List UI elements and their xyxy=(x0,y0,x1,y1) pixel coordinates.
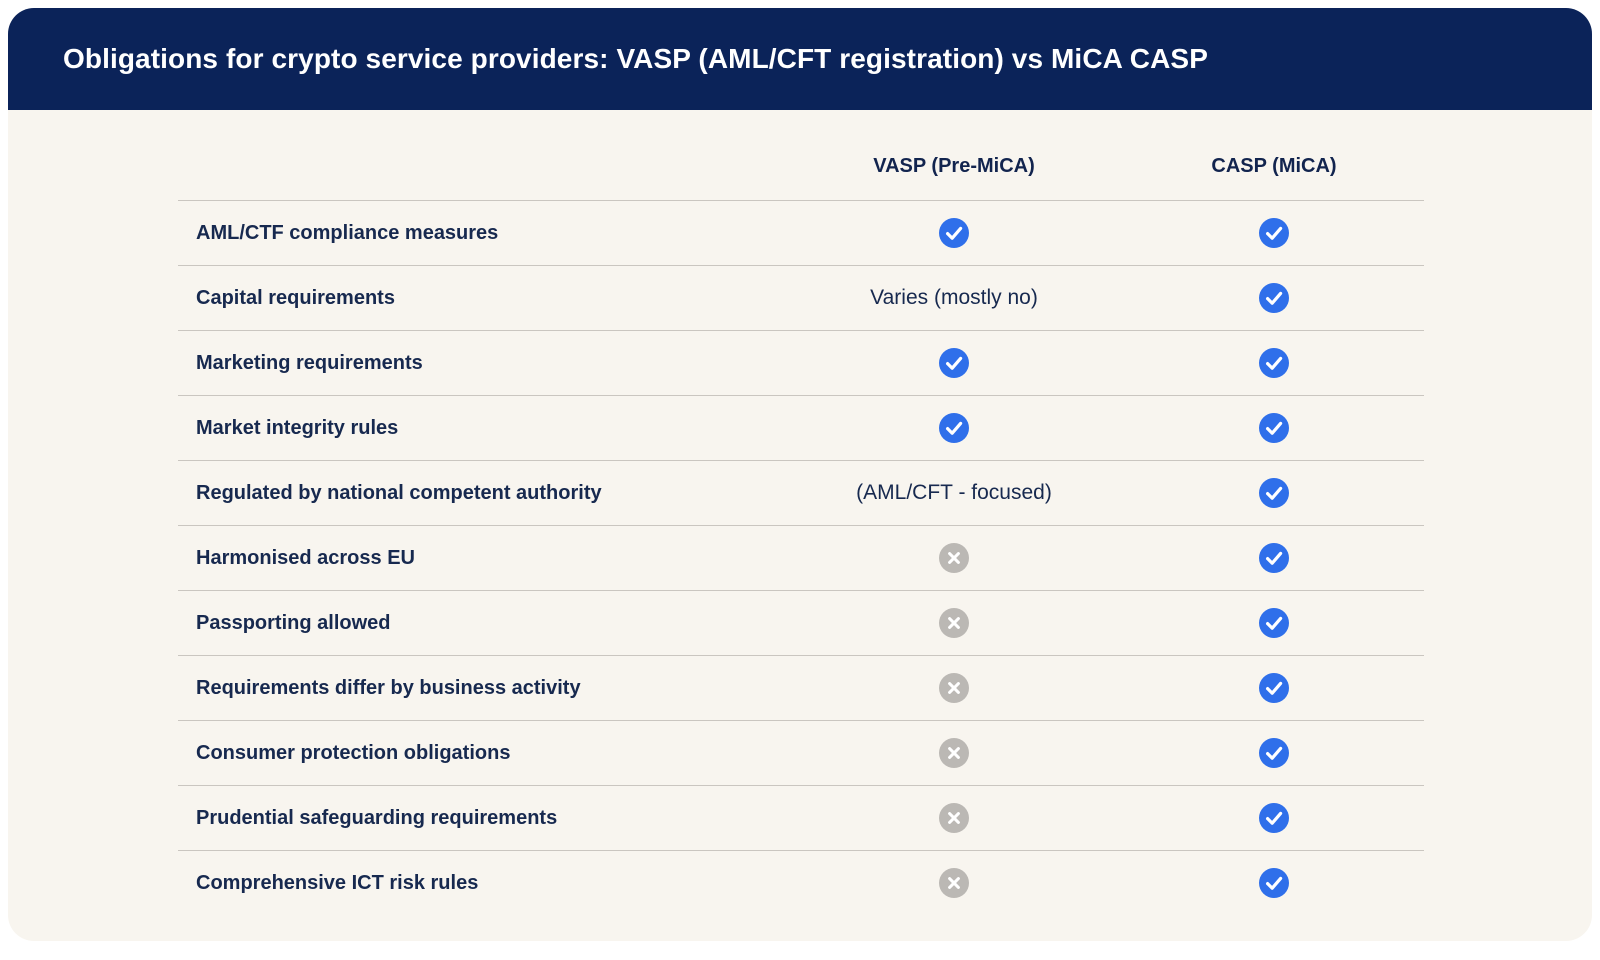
table-row: Passporting allowed xyxy=(178,590,1424,655)
casp-cell xyxy=(1124,218,1424,248)
row-label: Regulated by national competent authorit… xyxy=(196,481,602,504)
table-row: Capital requirements Varies (mostly no) xyxy=(178,265,1424,330)
table-row: AML/CTF compliance measures xyxy=(178,200,1424,265)
comparison-table: VASP (Pre-MiCA) CASP (MiCA) AML/CTF comp… xyxy=(178,110,1424,915)
check-circle-icon xyxy=(939,413,969,443)
row-label: Consumer protection obligations xyxy=(196,741,511,764)
check-circle-icon xyxy=(939,348,969,378)
cell-text-value: Varies (mostly no) xyxy=(870,286,1038,309)
check-circle-icon xyxy=(1259,608,1289,638)
vasp-cell xyxy=(784,543,1124,573)
x-circle-icon xyxy=(939,543,969,573)
row-label: Prudential safeguarding requirements xyxy=(196,806,558,829)
vasp-cell xyxy=(784,608,1124,638)
check-circle-icon xyxy=(1259,803,1289,833)
vasp-cell xyxy=(784,803,1124,833)
x-circle-icon xyxy=(939,608,969,638)
comparison-card: Obligations for crypto service providers… xyxy=(8,8,1592,941)
row-label: Capital requirements xyxy=(196,286,395,309)
check-circle-icon xyxy=(1259,543,1289,573)
vasp-cell xyxy=(784,868,1124,898)
vasp-cell: Varies (mostly no) xyxy=(784,286,1124,310)
check-circle-icon xyxy=(1259,738,1289,768)
vasp-cell: (AML/CFT - focused) xyxy=(784,481,1124,505)
check-circle-icon xyxy=(1259,348,1289,378)
casp-cell xyxy=(1124,283,1424,313)
column-header-vasp: VASP (Pre-MiCA) xyxy=(873,155,1035,177)
check-circle-icon xyxy=(1259,478,1289,508)
x-circle-icon xyxy=(939,803,969,833)
check-circle-icon xyxy=(1259,868,1289,898)
table-row: Marketing requirements xyxy=(178,330,1424,395)
casp-cell xyxy=(1124,348,1424,378)
casp-cell xyxy=(1124,738,1424,768)
table-row: Consumer protection obligations xyxy=(178,720,1424,785)
casp-cell xyxy=(1124,413,1424,443)
table-row: Comprehensive ICT risk rules xyxy=(178,850,1424,915)
row-label: Marketing requirements xyxy=(196,351,423,374)
cell-text-value: (AML/CFT - focused) xyxy=(856,481,1052,504)
casp-cell xyxy=(1124,803,1424,833)
casp-cell xyxy=(1124,608,1424,638)
table-row: Harmonised across EU xyxy=(178,525,1424,590)
table-column-headers: VASP (Pre-MiCA) CASP (MiCA) xyxy=(178,110,1424,200)
check-circle-icon xyxy=(1259,673,1289,703)
x-circle-icon xyxy=(939,738,969,768)
row-label: AML/CTF compliance measures xyxy=(196,221,499,244)
table-row: Regulated by national competent authorit… xyxy=(178,460,1424,525)
check-circle-icon xyxy=(1259,218,1289,248)
row-label: Requirements differ by business activity xyxy=(196,676,581,699)
table-row: Market integrity rules xyxy=(178,395,1424,460)
check-circle-icon xyxy=(1259,413,1289,443)
page-title: Obligations for crypto service providers… xyxy=(63,43,1208,74)
table-row: Prudential safeguarding requirements xyxy=(178,785,1424,850)
column-header-casp: CASP (MiCA) xyxy=(1211,155,1337,177)
check-circle-icon xyxy=(939,218,969,248)
casp-cell xyxy=(1124,478,1424,508)
casp-cell xyxy=(1124,673,1424,703)
casp-cell xyxy=(1124,543,1424,573)
table-row: Requirements differ by business activity xyxy=(178,655,1424,720)
casp-cell xyxy=(1124,868,1424,898)
x-circle-icon xyxy=(939,673,969,703)
row-label: Market integrity rules xyxy=(196,416,399,439)
row-label: Passporting allowed xyxy=(196,611,391,634)
check-circle-icon xyxy=(1259,283,1289,313)
vasp-cell xyxy=(784,673,1124,703)
row-label: Comprehensive ICT risk rules xyxy=(196,871,479,894)
page-header: Obligations for crypto service providers… xyxy=(8,8,1592,110)
x-circle-icon xyxy=(939,868,969,898)
row-label: Harmonised across EU xyxy=(196,546,415,569)
table-body: AML/CTF compliance measures Capital requ… xyxy=(178,200,1424,915)
vasp-cell xyxy=(784,218,1124,248)
vasp-cell xyxy=(784,348,1124,378)
vasp-cell xyxy=(784,738,1124,768)
vasp-cell xyxy=(784,413,1124,443)
